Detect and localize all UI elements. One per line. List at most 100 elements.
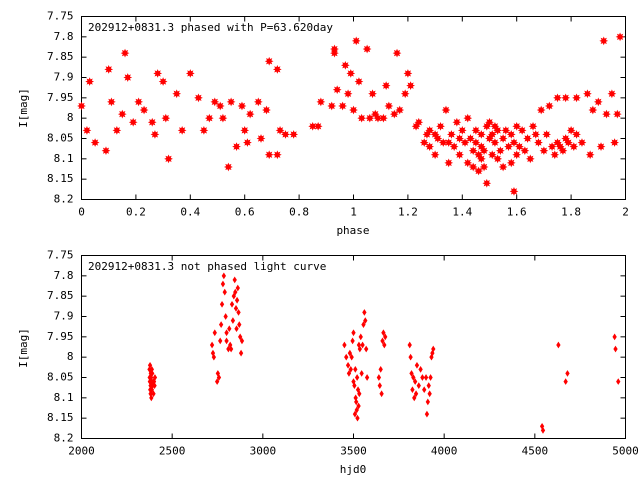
- data-point: [379, 113, 388, 123]
- data-point: [471, 126, 481, 135]
- data-point: [161, 113, 171, 123]
- data-point: [509, 187, 519, 196]
- y-tick-label: 7.9: [54, 71, 74, 84]
- data-point: [152, 374, 158, 381]
- data-point: [224, 337, 229, 345]
- y-tick-label: 8.2: [54, 432, 74, 445]
- data-point: [222, 288, 227, 296]
- data-point: [117, 109, 127, 119]
- data-point: [229, 300, 235, 308]
- phased-plot-title: 202912+0831.3 phased with P=63.620day: [88, 21, 333, 34]
- data-point: [218, 337, 223, 345]
- data-point: [128, 117, 138, 127]
- data-point: [412, 394, 417, 402]
- phased-plot-xlabel: phase: [336, 224, 369, 237]
- y-tick-label: 8.05: [47, 371, 74, 384]
- data-point: [558, 146, 568, 156]
- y-tick-label: 8.05: [47, 132, 74, 145]
- data-point: [147, 361, 153, 369]
- x-tick-label: 2500: [159, 445, 186, 458]
- data-point: [408, 353, 413, 361]
- data-point: [351, 378, 356, 385]
- data-point: [520, 146, 530, 156]
- data-point: [232, 142, 241, 151]
- y-tick-label: 8: [67, 350, 74, 363]
- data-point: [365, 113, 375, 123]
- data-point: [409, 370, 414, 377]
- y-tick-label: 8: [67, 111, 74, 124]
- data-point: [357, 390, 362, 398]
- data-point: [152, 382, 157, 389]
- data-point: [542, 130, 551, 139]
- data-point: [158, 77, 168, 86]
- data-point: [147, 117, 157, 127]
- data-point: [593, 97, 603, 107]
- x-tick-label: 0.8: [289, 206, 309, 219]
- data-point: [423, 374, 429, 381]
- data-point: [210, 97, 220, 107]
- data-point: [485, 117, 494, 127]
- data-point: [515, 142, 524, 151]
- data-point: [356, 402, 361, 410]
- data-point: [596, 142, 606, 151]
- data-point: [177, 126, 187, 135]
- x-tick-label: 0.6: [235, 206, 255, 219]
- data-point: [237, 321, 242, 328]
- data-point: [346, 69, 356, 78]
- data-point: [264, 150, 274, 160]
- data-point: [332, 85, 342, 95]
- data-point: [498, 134, 508, 143]
- data-point: [346, 370, 352, 377]
- data-point: [194, 93, 203, 103]
- data-point: [139, 105, 149, 115]
- data-point: [148, 382, 153, 389]
- y-tick-label: 7.85: [47, 289, 74, 302]
- data-point: [381, 329, 386, 337]
- data-point: [226, 97, 236, 107]
- data-point: [234, 325, 239, 333]
- data-point: [553, 93, 562, 103]
- data-point: [362, 309, 367, 316]
- data-point: [395, 105, 405, 115]
- data-point: [531, 130, 541, 139]
- data-point: [275, 126, 285, 135]
- data-point: [547, 142, 557, 151]
- data-point: [536, 105, 546, 115]
- data-point: [214, 378, 220, 385]
- data-point: [512, 121, 522, 131]
- data-point: [349, 105, 358, 115]
- data-point: [232, 276, 237, 284]
- data-point: [455, 150, 464, 160]
- unphased-plot-ticks: 2000 2500 3000 3500 4000 4500 5000 7.75 7.8 7.85 7…: [47, 249, 639, 458]
- data-point: [354, 398, 359, 406]
- data-point: [572, 93, 581, 103]
- data-point: [466, 134, 475, 143]
- y-tick-label: 7.9: [54, 310, 74, 323]
- y-tick-label: 7.95: [47, 91, 74, 104]
- data-point: [358, 333, 363, 341]
- data-point: [253, 97, 263, 107]
- data-point: [211, 353, 217, 361]
- data-point: [490, 138, 500, 147]
- data-point: [430, 150, 440, 160]
- data-point: [228, 345, 234, 353]
- y-tick-label: 8.1: [54, 152, 74, 165]
- data-point: [550, 150, 560, 160]
- data-point: [565, 370, 570, 377]
- phased-plot-ylabel: I[mag]: [17, 88, 30, 128]
- data-point: [504, 142, 513, 151]
- data-point: [419, 138, 429, 147]
- data-point: [220, 280, 226, 288]
- data-point: [400, 89, 410, 99]
- unphased-plot-xlabel: hjd0: [340, 463, 367, 476]
- phased-plot-ticks: 0 0.2 0.4 0.6 0.8 1 1.2 1.4 1.6 1.8 2 7.75 7.8 7.85 7.…: [47, 10, 629, 219]
- data-point: [308, 121, 318, 131]
- data-point: [350, 337, 355, 345]
- data-point: [120, 48, 130, 58]
- data-point: [496, 146, 505, 156]
- phased-plot-points: [77, 32, 625, 196]
- data-point: [517, 126, 527, 135]
- data-point: [357, 345, 363, 353]
- data-point: [612, 333, 617, 341]
- data-point: [583, 89, 592, 99]
